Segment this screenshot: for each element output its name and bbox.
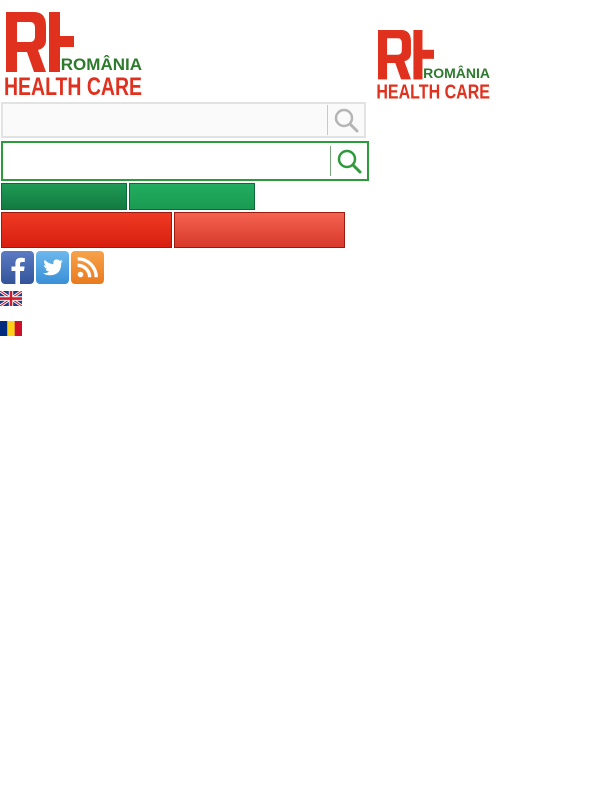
search-icon — [337, 149, 362, 174]
search-icon — [334, 108, 359, 133]
rss-link[interactable] — [71, 251, 104, 284]
logo-bottom-text: HEALTH CARE — [376, 80, 490, 103]
facebook-link[interactable] — [1, 251, 34, 284]
search-button-active[interactable] — [331, 143, 367, 179]
red-button-left[interactable] — [1, 212, 172, 248]
green-button-left[interactable] — [1, 183, 127, 210]
logo-top-text: ROMÂNIA — [61, 55, 142, 74]
rss-icon — [71, 251, 104, 284]
logo-graphic-secondary: ROMÂNIA HEALTH CARE — [376, 30, 490, 103]
search-bar — [1, 102, 366, 138]
language-romanian[interactable] — [0, 321, 22, 336]
search-bar-active — [1, 141, 369, 181]
search-button[interactable] — [328, 104, 364, 136]
twitter-icon — [36, 251, 69, 284]
twitter-link[interactable] — [36, 251, 69, 284]
romania-flag-icon — [0, 321, 22, 336]
site-logo-secondary[interactable]: ROMÂNIA HEALTH CARE — [376, 30, 492, 103]
search-input[interactable] — [3, 104, 327, 136]
search-divider — [327, 105, 328, 135]
search-input-active[interactable] — [3, 143, 330, 179]
uk-flag-icon — [0, 291, 22, 306]
logo-bottom-text: HEALTH CARE — [4, 73, 142, 101]
logo-top-text: ROMÂNIA — [423, 64, 490, 81]
site-logo[interactable]: ROMÂNIA HEALTH CARE — [4, 12, 144, 101]
language-english[interactable] — [0, 291, 22, 306]
logo-graphic: ROMÂNIA HEALTH CARE — [4, 12, 142, 101]
green-button-right[interactable] — [129, 183, 255, 210]
search-divider — [330, 146, 331, 176]
facebook-icon — [1, 251, 34, 284]
red-button-right[interactable] — [174, 212, 345, 248]
